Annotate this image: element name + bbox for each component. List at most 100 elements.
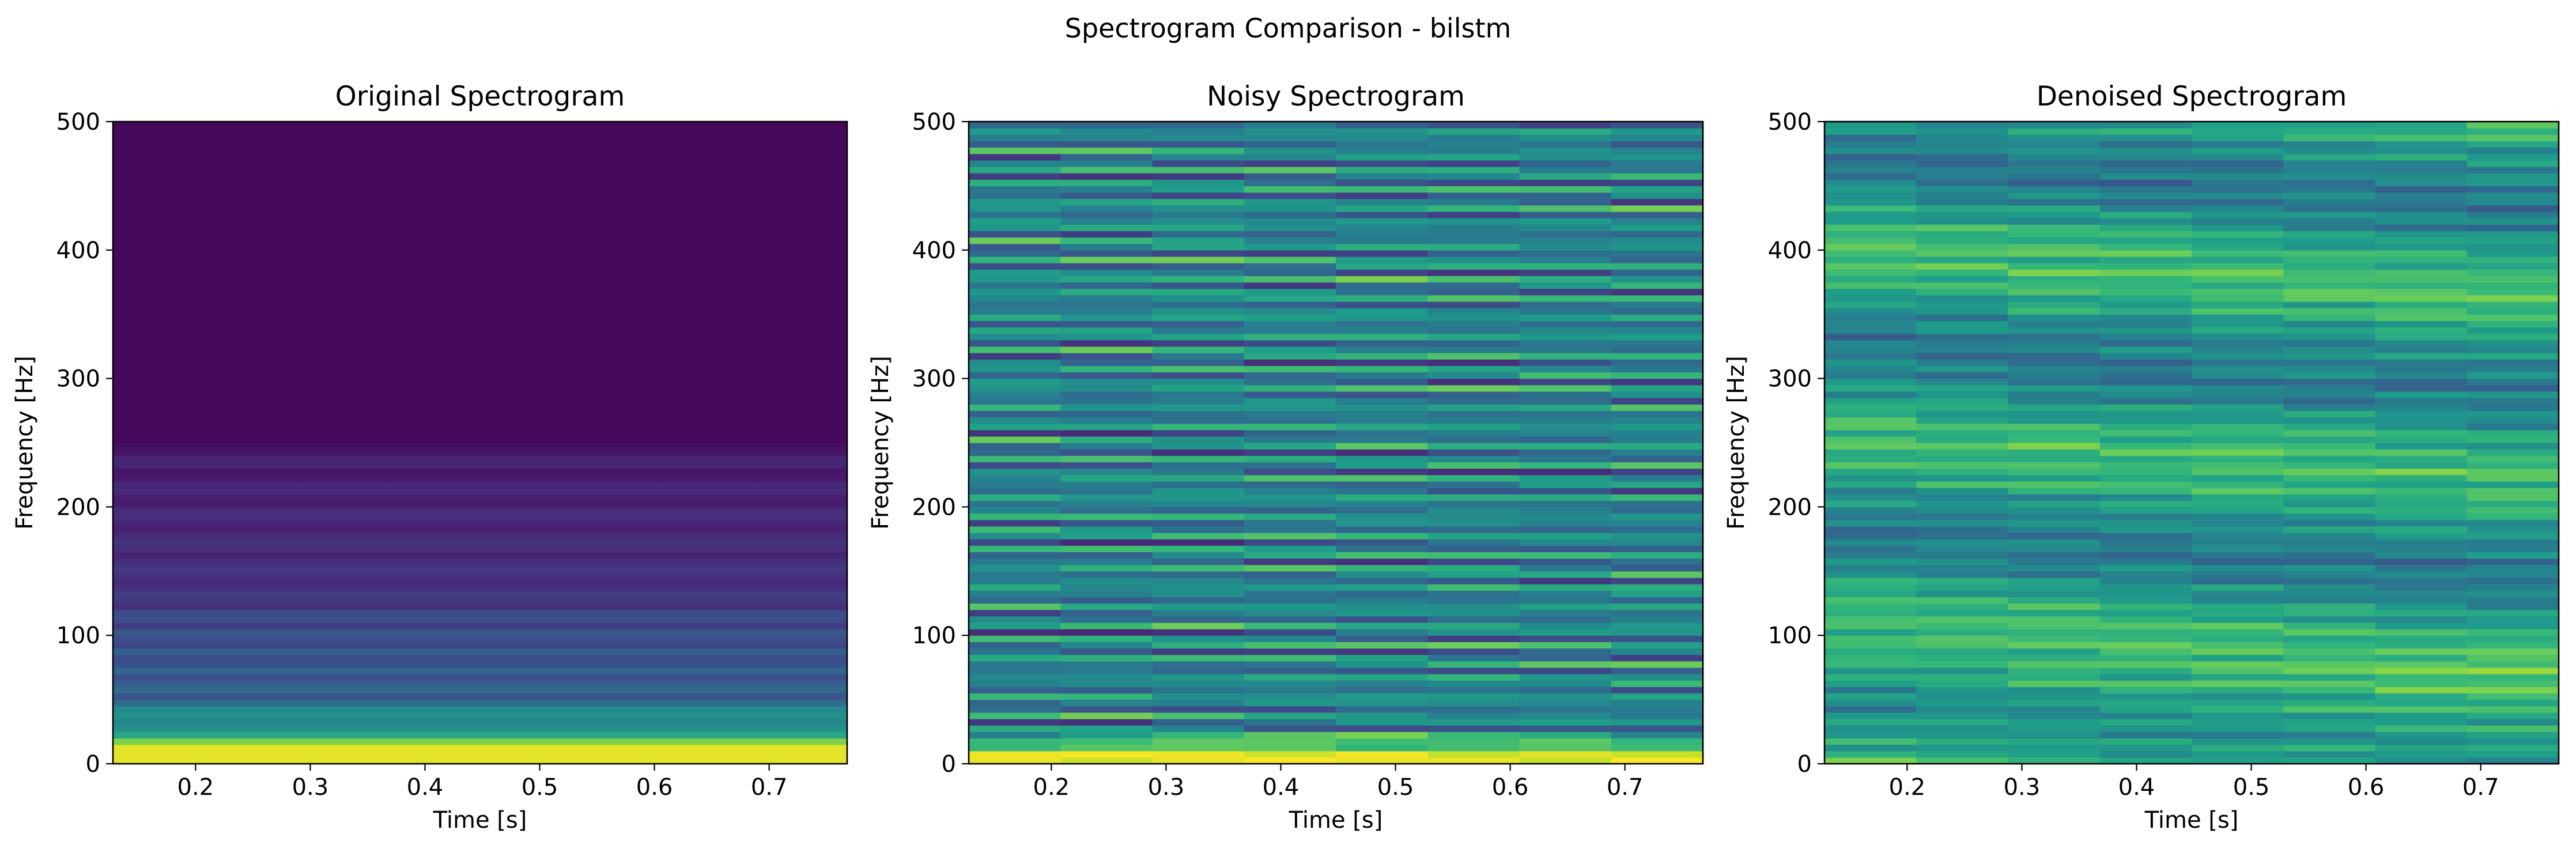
heatmap-cell [1825, 346, 1917, 353]
heatmap-cell [296, 487, 389, 495]
heatmap-cell [2283, 731, 2376, 739]
heatmap-cell [1611, 327, 1704, 334]
heatmap-cell [480, 333, 572, 341]
heatmap-cell [205, 134, 297, 142]
heatmap-cell [663, 327, 756, 334]
heatmap-cell [205, 699, 297, 707]
heatmap-cell [1244, 192, 1336, 199]
heatmap-cell [663, 738, 756, 745]
heatmap-cell [1336, 500, 1428, 507]
heatmap-cell [969, 648, 1061, 655]
heatmap-cell [2375, 282, 2468, 289]
heatmap-cell [2467, 751, 2559, 758]
heatmap-cell [2283, 558, 2376, 565]
heatmap-cell [388, 507, 481, 514]
heatmap-cell [2467, 545, 2559, 552]
heatmap-cell [2283, 359, 2376, 366]
heatmap-cell [388, 417, 481, 424]
heatmap-cell [1152, 680, 1245, 687]
x-tick-label: 0.2 [1889, 774, 1926, 801]
heatmap-cell [663, 391, 756, 398]
heatmap-cell [1611, 153, 1704, 161]
heatmap-cell [113, 288, 205, 296]
heatmap-cell [1060, 372, 1153, 379]
heatmap-cell [2008, 429, 2101, 437]
heatmap-cell [2375, 552, 2468, 559]
heatmap-cell [1060, 359, 1153, 366]
heatmap-cell [2099, 635, 2192, 642]
heatmap-cell [969, 269, 1061, 276]
heatmap-cell [969, 468, 1061, 476]
heatmap-cell [205, 263, 297, 270]
y-tick-label: 200 [56, 494, 100, 521]
heatmap-cell [1519, 545, 1612, 552]
heatmap-cell [2467, 552, 2559, 559]
heatmap-cell [663, 674, 756, 681]
heatmap-cell [755, 661, 848, 668]
heatmap-cell [480, 674, 572, 681]
heatmap-cell [388, 712, 481, 719]
heatmap-cell [969, 134, 1061, 142]
heatmap-cell [1519, 564, 1612, 572]
heatmap-cell [388, 494, 481, 501]
y-axis-label: Frequency [Hz] [1723, 356, 1750, 530]
heatmap-cell [1244, 314, 1336, 321]
heatmap-cell [663, 224, 756, 231]
heatmap-cell [1825, 179, 1917, 186]
heatmap-cell [2375, 423, 2468, 431]
heatmap-cell [2192, 712, 2284, 719]
y-tick-label: 200 [912, 494, 956, 521]
heatmap-cell [2192, 256, 2284, 263]
heatmap-cell [480, 288, 572, 296]
heatmap-cell [1244, 590, 1336, 597]
heatmap-cell [1519, 256, 1612, 263]
heatmap-cell [755, 744, 848, 752]
y-tick-label: 300 [912, 366, 956, 393]
heatmap-cell [2008, 500, 2101, 507]
heatmap-cell [1336, 693, 1428, 700]
heatmap-cell [755, 218, 848, 225]
heatmap-cell [1427, 276, 1520, 283]
heatmap-cell [1427, 314, 1520, 321]
heatmap-cell [2192, 166, 2284, 174]
heatmap-cell [969, 423, 1061, 431]
heatmap-cell [1336, 751, 1428, 758]
heatmap-cell [1611, 141, 1704, 148]
heatmap-cell [2192, 205, 2284, 212]
heatmap-cell [2375, 417, 2468, 424]
heatmap-cell [663, 205, 756, 212]
heatmap-cell [2099, 282, 2192, 289]
heatmap-cell [969, 179, 1061, 186]
heatmap-cell [113, 552, 205, 559]
heatmap-cell [296, 346, 389, 353]
heatmap-cell [205, 147, 297, 154]
y-axis-label: Frequency [Hz] [12, 356, 38, 530]
heatmap-cell [2283, 308, 2376, 315]
heatmap-cell [205, 738, 297, 745]
heatmap-cell [480, 372, 572, 379]
heatmap-cell [1427, 384, 1520, 392]
heatmap-cell [296, 545, 389, 552]
heatmap-cell [1427, 526, 1520, 533]
heatmap-cell [1244, 481, 1336, 488]
heatmap-cell [1244, 166, 1336, 174]
heatmap-cell [663, 687, 756, 694]
heatmap-cell [2192, 474, 2284, 482]
heatmap-cell [1611, 250, 1704, 257]
heatmap-cell [1152, 552, 1245, 559]
heatmap-cell [1244, 429, 1336, 437]
heatmap-cell [1336, 340, 1428, 347]
heatmap-cell [2099, 744, 2192, 752]
heatmap-cell [572, 635, 664, 642]
heatmap-cell [572, 693, 664, 700]
heatmap-cell [1519, 398, 1612, 405]
heatmap-cell [2099, 429, 2192, 437]
heatmap-cell [205, 635, 297, 642]
heatmap-cell [296, 507, 389, 514]
heatmap-cell [2008, 712, 2101, 719]
heatmap-cell [1825, 417, 1917, 424]
heatmap-cell [2192, 231, 2284, 238]
heatmap-cell [1427, 609, 1520, 617]
heatmap-cell [2467, 436, 2559, 443]
